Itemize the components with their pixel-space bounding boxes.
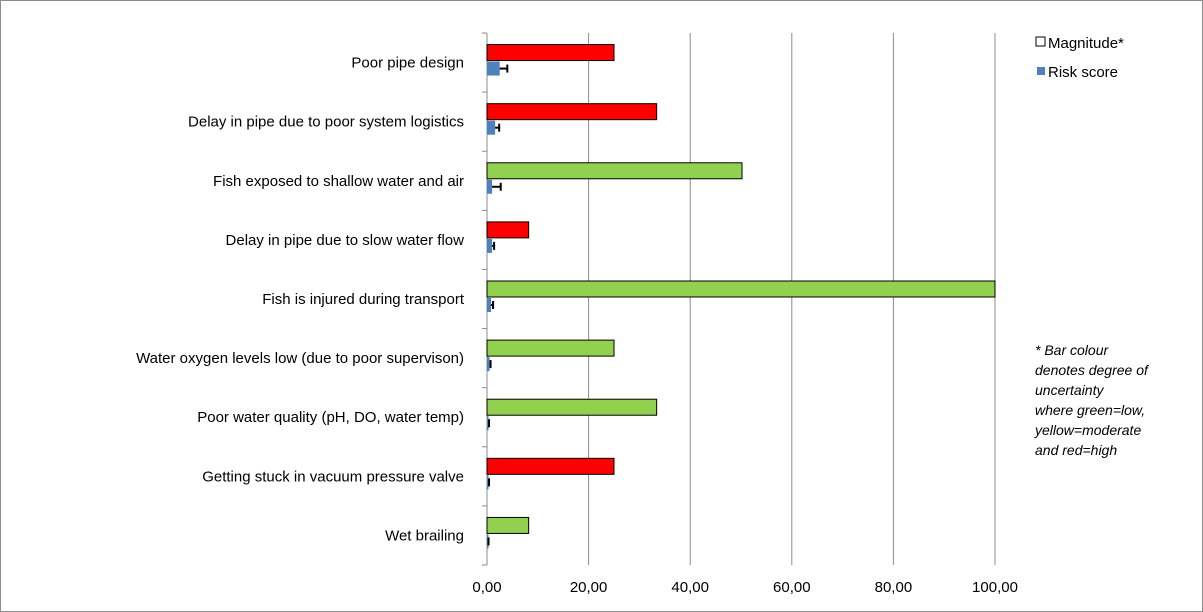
uncertainty-note: * Bar colour denotes degree of uncertain…	[1035, 340, 1195, 460]
category-label: Poor water quality (pH, DO, water temp)	[197, 409, 464, 426]
risk-score-bar	[487, 120, 496, 135]
magnitude-bar	[486, 44, 615, 62]
magnitude-bar	[486, 103, 658, 121]
note-line: * Bar colour	[1035, 342, 1109, 358]
magnitude-bar	[486, 162, 743, 180]
legend-risk-swatch	[1037, 67, 1045, 75]
note-line: uncertainty	[1035, 382, 1104, 398]
note-line: denotes degree of	[1035, 362, 1148, 378]
category-label: Poor pipe design	[351, 55, 464, 72]
risk-score-bar	[487, 61, 500, 76]
note-line: yellow=moderate	[1035, 422, 1142, 438]
note-line: where green=low,	[1035, 402, 1146, 418]
category-label: Getting stuck in vacuum pressure valve	[202, 468, 464, 485]
risk-score-bar	[487, 357, 490, 372]
category-label: Fish is injured during transport	[262, 291, 465, 308]
risk-score-bar	[487, 238, 493, 253]
x-tick-label: 100,00	[972, 579, 1018, 596]
legend-magnitude-label: Magnitude*	[1048, 35, 1124, 52]
x-tick-label: 40,00	[671, 579, 709, 596]
magnitude-bar	[486, 221, 530, 239]
magnitude-bar	[486, 280, 996, 298]
risk-score-bar	[487, 475, 489, 490]
category-label: Water oxygen levels low (due to poor sup…	[136, 350, 464, 367]
category-label: Delay in pipe due to poor system logisti…	[188, 114, 464, 131]
category-label: Wet brailing	[385, 527, 464, 544]
x-tick-label: 60,00	[773, 579, 811, 596]
category-label: Fish exposed to shallow water and air	[213, 173, 464, 190]
magnitude-bar	[486, 516, 530, 534]
legend-magnitude-swatch	[1035, 36, 1046, 47]
legend-risk-label: Risk score	[1048, 64, 1118, 81]
magnitude-bar	[486, 398, 658, 416]
risk-score-bar	[487, 298, 492, 312]
magnitude-bar	[486, 457, 615, 475]
note-line: and red=high	[1035, 442, 1118, 458]
x-tick-label: 20,00	[570, 579, 608, 596]
category-label: Delay in pipe due to slow water flow	[226, 232, 465, 249]
risk-score-bar	[487, 179, 493, 194]
x-tick-label: 0,00	[472, 579, 501, 596]
magnitude-bar	[486, 339, 615, 357]
x-tick-label: 80,00	[875, 579, 913, 596]
risk-score-bar	[487, 416, 489, 431]
